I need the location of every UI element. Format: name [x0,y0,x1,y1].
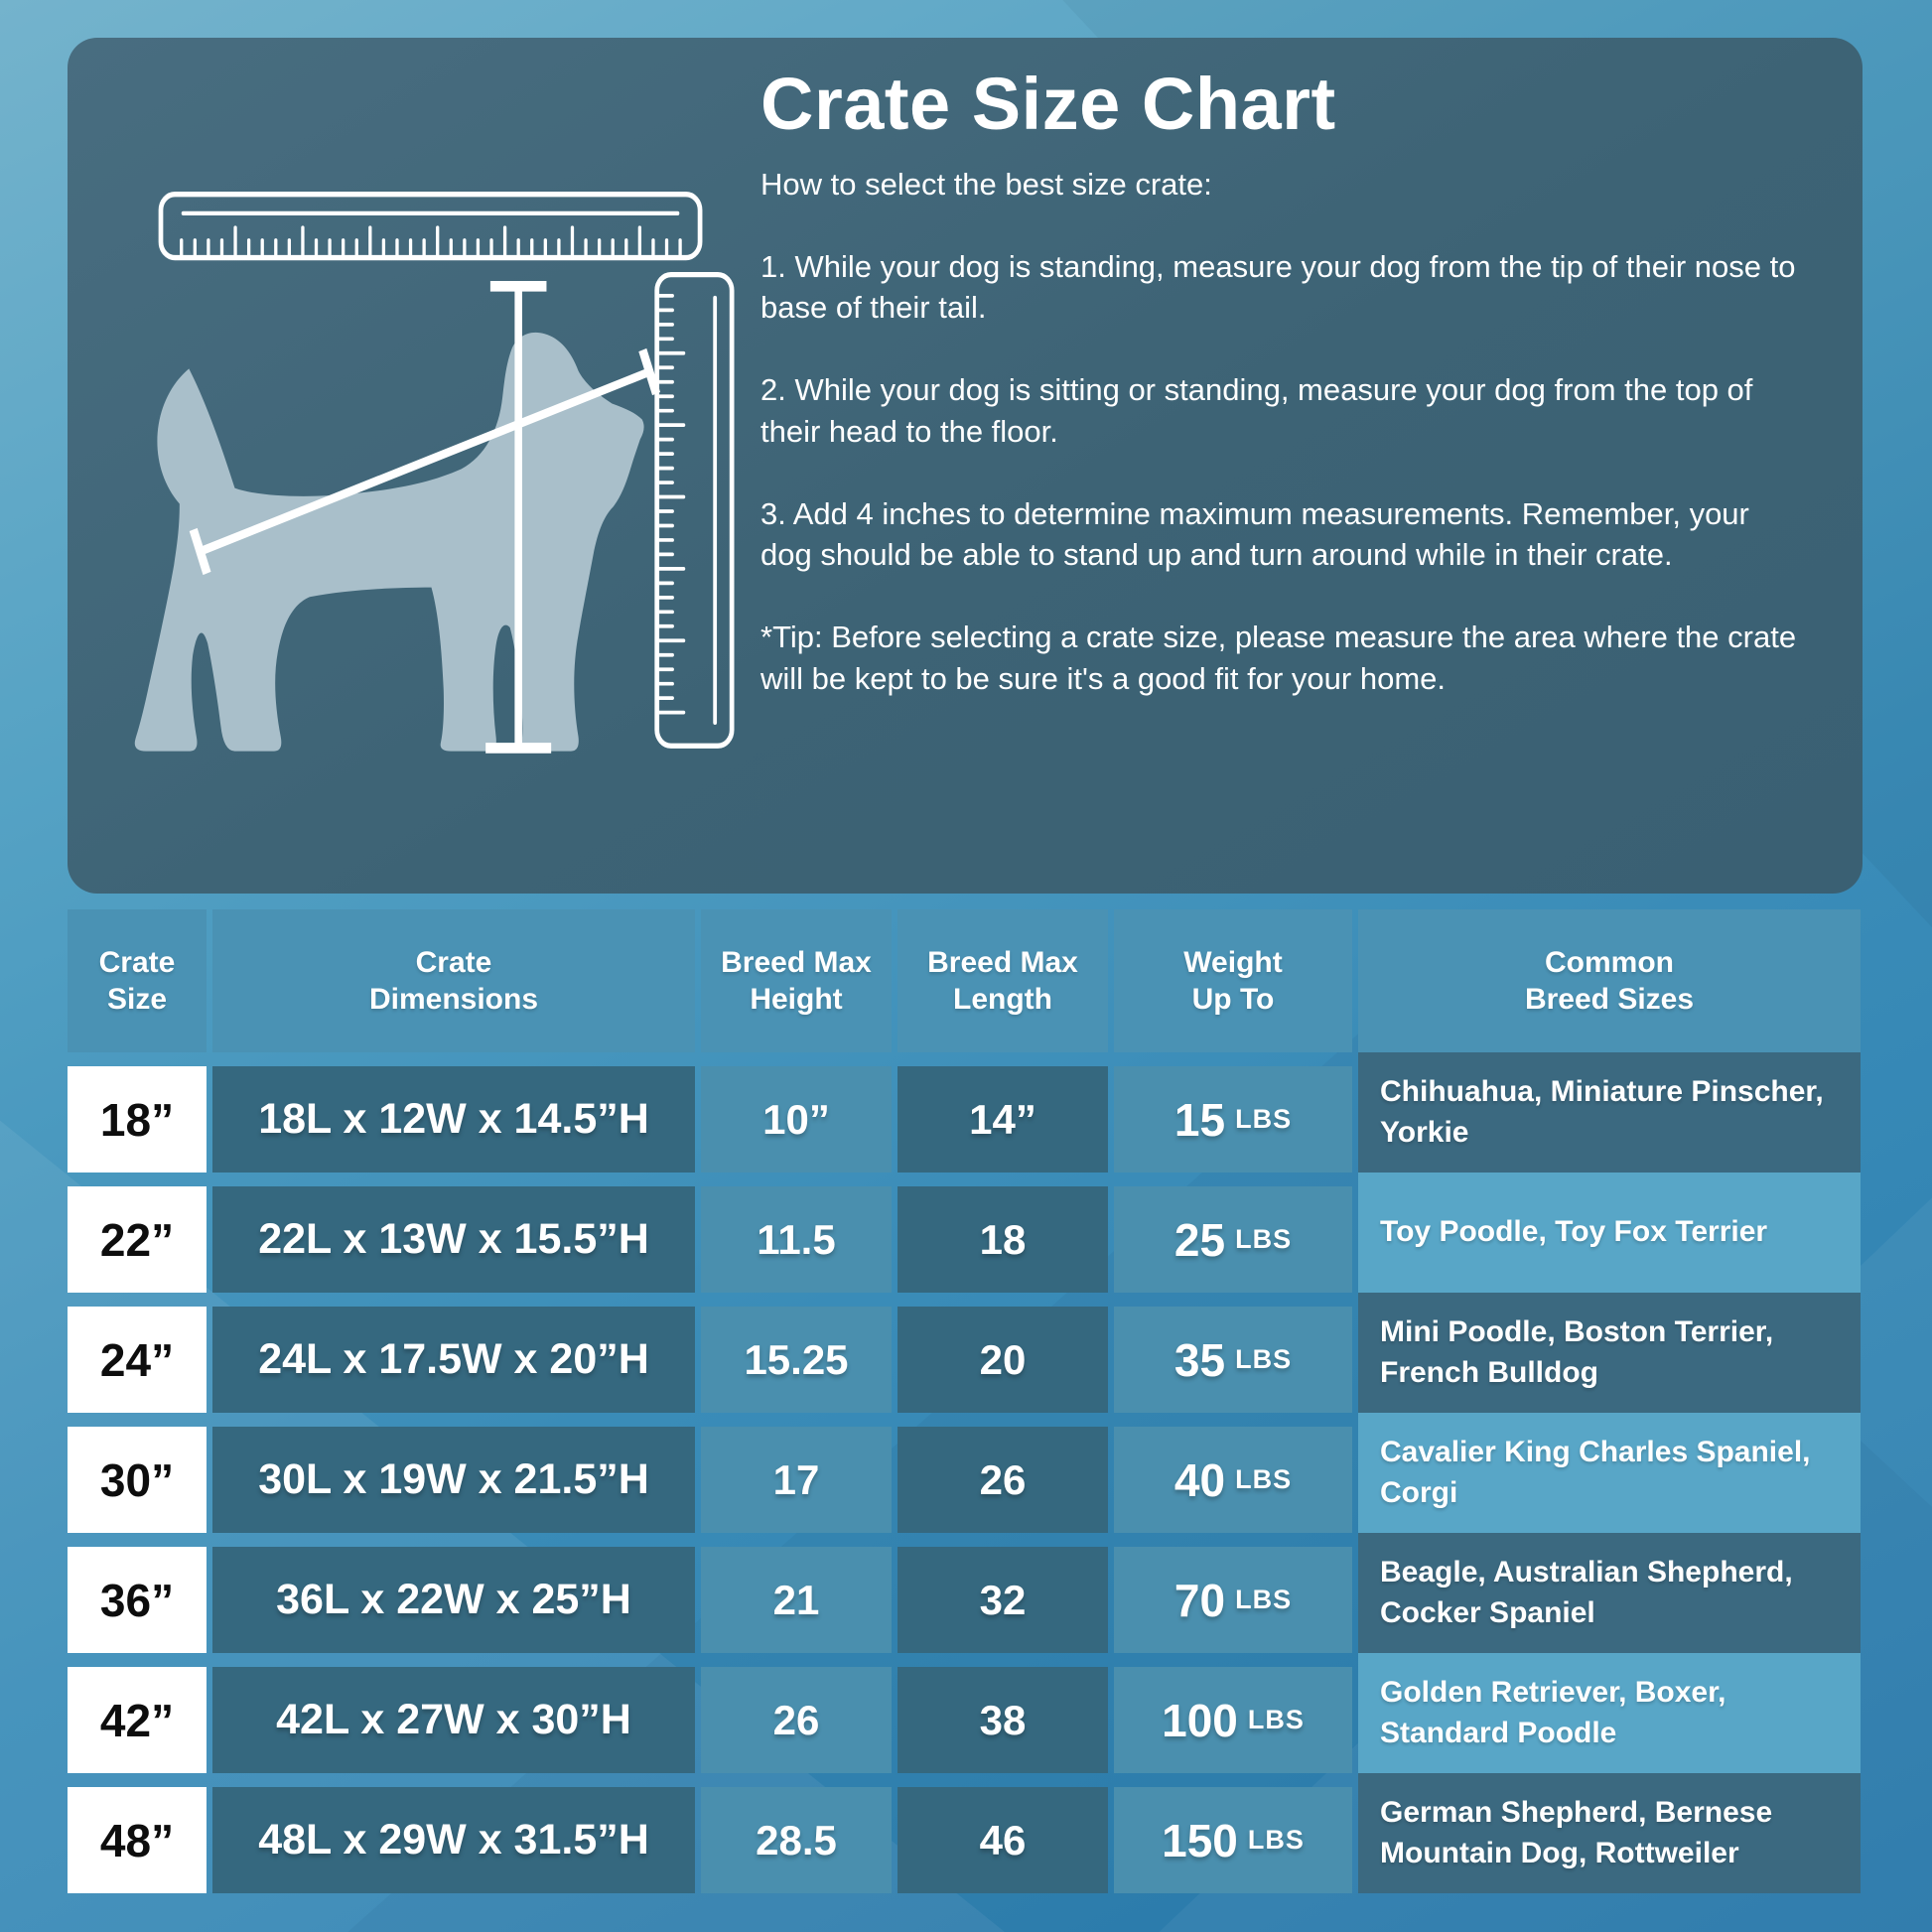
crate-size-cell: 42” [68,1667,207,1773]
weight-up-to-cell: 40 LBS [1114,1427,1352,1533]
breed-max-length-cell: 20 [897,1307,1108,1413]
weight-up-to-cell: 25 LBS [1114,1186,1352,1293]
breed-max-height-cell: 11.5 [701,1186,892,1293]
weight-unit: LBS [1235,1104,1293,1134]
length-measure-line [189,347,661,576]
breed-max-height-cell: 17 [701,1427,892,1533]
common-breeds-cell: Golden Retriever, Boxer, Standard Poodle [1358,1653,1861,1773]
dog-silhouette [134,332,644,752]
weight-up-to-cell: 15 LBS [1114,1066,1352,1173]
crate-size-cell: 48” [68,1787,207,1893]
crate-dimensions-cell: 30L x 19W x 21.5”H [212,1427,695,1533]
weight-unit: LBS [1247,1705,1305,1734]
common-breeds-cell: Cavalier King Charles Spaniel, Corgi [1358,1413,1861,1533]
instruction-step-1: 1. While your dog is standing, measure y… [760,248,1796,326]
column-header-breed-max-length: Breed Max Length [897,909,1108,1052]
dog-measurement-illustration [68,38,753,894]
breed-max-length-cell: 18 [897,1186,1108,1293]
breed-max-height-cell: 21 [701,1547,892,1653]
common-breeds-text: Golden Retriever, Boxer, Standard Poodle [1380,1675,1726,1749]
common-breeds-cell: German Shepherd, Bernese Mountain Dog, R… [1358,1773,1861,1893]
weight-unit: LBS [1235,1585,1293,1614]
page-title: Crate Size Chart [760,63,1336,145]
hero-subtitle: How to select the best size crate: [760,166,1212,202]
weight-value: 15 [1173,1093,1226,1146]
crate-size-cell: 18” [68,1066,207,1173]
common-breeds-cell: Mini Poodle, Boston Terrier, French Bull… [1358,1293,1861,1413]
weight-up-to-cell: 150 LBS [1114,1787,1352,1893]
column-header-common-breed-sizes: Common Breed Sizes [1358,909,1861,1052]
breed-max-height-cell: 28.5 [701,1787,892,1893]
common-breeds-cell: Chihuahua, Miniature Pinscher, Yorkie [1358,1052,1861,1173]
breed-max-height-cell: 15.25 [701,1307,892,1413]
column-header-crate-dimensions: Crate Dimensions [212,909,695,1052]
breed-max-length-cell: 14” [897,1066,1108,1173]
crate-dimensions-cell: 42L x 27W x 30”H [212,1667,695,1773]
common-breeds-text: Beagle, Australian Shepherd, Cocker Span… [1380,1555,1793,1629]
weight-value: 40 [1173,1453,1226,1506]
crate-dimensions-cell: 36L x 22W x 25”H [212,1547,695,1653]
column-header-breed-max-height: Breed Max Height [701,909,892,1052]
breed-max-length-cell: 32 [897,1547,1108,1653]
breed-max-length-cell: 26 [897,1427,1108,1533]
weight-up-to-cell: 100 LBS [1114,1667,1352,1773]
common-breeds-cell: Beagle, Australian Shepherd, Cocker Span… [1358,1533,1861,1653]
instruction-step-3: 3. Add 4 inches to determine maximum mea… [760,495,1749,573]
weight-unit: LBS [1235,1344,1293,1374]
height-measure-line [485,280,552,754]
horizontal-ruler-icon [158,192,703,261]
dog-measurement-svg [134,192,735,754]
crate-size-cell: 24” [68,1307,207,1413]
column-header-crate-size: Crate Size [68,909,207,1052]
crate-size-cell: 36” [68,1547,207,1653]
tip-text: *Tip: Before selecting a crate size, ple… [760,620,1797,696]
instruction-step-2: 2. While your dog is sitting or standing… [760,372,1753,449]
column-header-weight-up-to: Weight Up To [1114,909,1352,1052]
crate-size-cell: 22” [68,1186,207,1293]
crate-size-cell: 30” [68,1427,207,1533]
weight-value: 150 [1162,1814,1238,1866]
common-breeds-text: Cavalier King Charles Spaniel, Corgi [1380,1435,1811,1509]
common-breeds-text: Toy Poodle, Toy Fox Terrier [1380,1215,1768,1249]
crate-dimensions-cell: 48L x 29W x 31.5”H [212,1787,695,1893]
common-breeds-text: Chihuahua, Miniature Pinscher, Yorkie [1380,1074,1824,1149]
crate-size-table: Crate Size Crate Dimensions Breed Max He… [68,909,1861,1893]
weight-value: 70 [1173,1574,1226,1626]
crate-dimensions-cell: 24L x 17.5W x 20”H [212,1307,695,1413]
weight-value: 25 [1173,1213,1226,1266]
weight-value: 100 [1162,1694,1238,1746]
weight-up-to-cell: 35 LBS [1114,1307,1352,1413]
vertical-ruler-icon [654,271,735,749]
weight-unit: LBS [1235,1464,1293,1494]
hero-text-block: Crate Size Chart How to select the best … [753,38,1863,894]
breed-max-height-cell: 26 [701,1667,892,1773]
breed-max-height-cell: 10” [701,1066,892,1173]
common-breeds-text: German Shepherd, Bernese Mountain Dog, R… [1380,1795,1773,1869]
breed-max-length-cell: 38 [897,1667,1108,1773]
breed-max-length-cell: 46 [897,1787,1108,1893]
common-breeds-cell: Toy Poodle, Toy Fox Terrier [1358,1173,1861,1293]
weight-unit: LBS [1235,1224,1293,1254]
crate-dimensions-cell: 22L x 13W x 15.5”H [212,1186,695,1293]
weight-value: 35 [1173,1333,1226,1386]
crate-dimensions-cell: 18L x 12W x 14.5”H [212,1066,695,1173]
weight-unit: LBS [1247,1825,1305,1855]
hero-panel: Crate Size Chart How to select the best … [68,38,1863,894]
weight-up-to-cell: 70 LBS [1114,1547,1352,1653]
common-breeds-text: Mini Poodle, Boston Terrier, French Bull… [1380,1314,1774,1389]
